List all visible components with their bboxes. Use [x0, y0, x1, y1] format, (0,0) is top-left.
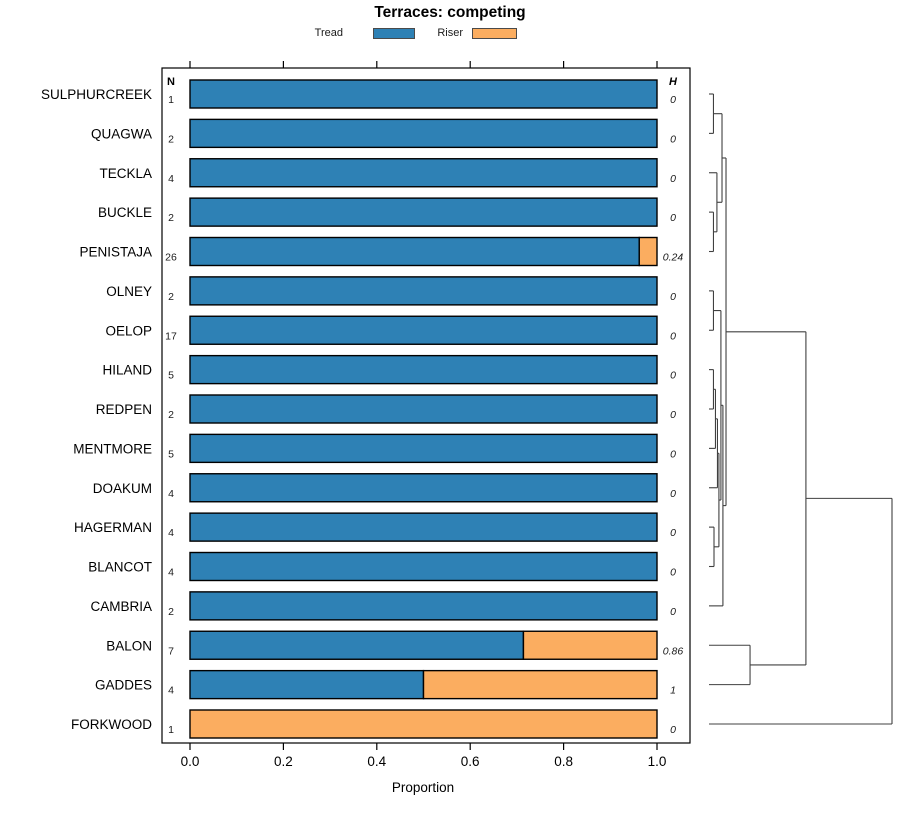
row-label: MENTMORE	[73, 441, 152, 456]
h-value: 0.86	[663, 645, 684, 657]
h-value: 0.24	[663, 252, 684, 264]
x-axis-title: Proportion	[392, 780, 454, 795]
n-value: 4	[168, 685, 174, 697]
n-value: 2	[168, 133, 174, 145]
n-value: 17	[165, 330, 177, 342]
n-value: 2	[168, 606, 174, 618]
h-value: 0	[670, 133, 676, 145]
row-label: REDPEN	[96, 402, 152, 417]
h-value: 0	[670, 488, 676, 500]
n-value: 7	[168, 645, 174, 657]
h-value: 0	[670, 370, 676, 382]
row-label: GADDES	[95, 678, 152, 693]
h-value: 0	[670, 724, 676, 736]
plot-border	[161, 67, 691, 744]
row-label: QUAGWA	[91, 126, 152, 141]
h-value: 0	[670, 567, 676, 579]
bar-segment-tread	[189, 236, 640, 267]
x-tick-label: 0.0	[181, 754, 200, 769]
row-label: HAGERMAN	[74, 520, 152, 535]
legend-label-riser: Riser	[437, 27, 463, 39]
x-tick-label: 0.8	[554, 754, 573, 769]
chart-title: Terraces: competing	[374, 4, 526, 21]
n-value: 5	[168, 370, 174, 382]
h-value: 0	[670, 330, 676, 342]
bar-segment-tread	[189, 551, 658, 582]
h-value: 0	[670, 409, 676, 421]
bar-segment-tread	[189, 118, 658, 149]
x-tick-label: 0.6	[461, 754, 480, 769]
h-value: 0	[670, 291, 676, 303]
legend-swatch-riser	[472, 28, 517, 39]
h-value: 0	[670, 606, 676, 618]
bar-segment-tread	[189, 512, 658, 542]
bar-segment-tread	[189, 669, 425, 700]
h-value: 0	[670, 527, 676, 539]
h-value: 0	[670, 212, 676, 224]
h-value: 0	[670, 173, 676, 185]
n-value: 2	[168, 291, 174, 303]
bar-segment-tread	[189, 433, 658, 464]
h-column-header: H	[669, 76, 678, 88]
h-value: 0	[670, 94, 676, 106]
bar-segment-tread	[189, 197, 658, 227]
bar-segment-tread	[189, 315, 658, 345]
n-value: 2	[168, 212, 174, 224]
n-value: 1	[168, 724, 174, 736]
row-label: TECKLA	[99, 166, 152, 181]
bar-segment-tread	[189, 591, 658, 621]
row-label: PENISTAJA	[79, 245, 152, 260]
row-label: HILAND	[102, 363, 152, 378]
bar-segment-tread	[189, 473, 658, 503]
n-value: 2	[168, 409, 174, 421]
legend-label-tread: Tread	[314, 27, 343, 39]
row-label: CAMBRIA	[90, 599, 152, 614]
row-label: BLANCOT	[88, 560, 152, 575]
bar-segment-tread	[189, 158, 658, 188]
n-value: 26	[165, 252, 177, 264]
row-label: BUCKLE	[98, 205, 152, 220]
row-label: OLNEY	[106, 284, 152, 299]
row-label: FORKWOOD	[71, 717, 152, 732]
bar-segment-tread	[189, 276, 658, 306]
row-label: SULPHURCREEK	[41, 87, 152, 102]
row-label: DOAKUM	[93, 481, 152, 496]
x-tick-label: 1.0	[648, 754, 667, 769]
h-value: 0	[670, 448, 676, 460]
n-value: 4	[168, 527, 174, 539]
n-value: 1	[168, 94, 174, 106]
row-label: OELOP	[105, 323, 152, 338]
bar-segment-tread	[189, 630, 525, 660]
bar-segment-riser	[522, 630, 658, 660]
bar-segment-riser	[638, 236, 658, 267]
n-column-header: N	[167, 76, 175, 88]
bar-segment-tread	[189, 354, 658, 385]
n-value: 4	[168, 173, 174, 185]
bar-segment-riser	[422, 669, 658, 700]
row-label: BALON	[106, 638, 152, 653]
bar-segment-riser	[189, 709, 658, 739]
n-value: 4	[168, 567, 174, 579]
bar-segment-tread	[189, 394, 658, 424]
legend-swatch-tread	[373, 28, 415, 39]
n-value: 4	[168, 488, 174, 500]
x-tick-label: 0.4	[367, 754, 386, 769]
n-value: 5	[168, 448, 174, 460]
legend: Tread Riser	[0, 0, 900, 42]
h-value: 1	[670, 685, 676, 697]
x-tick-label: 0.2	[274, 754, 293, 769]
bar-segment-tread	[189, 79, 658, 109]
